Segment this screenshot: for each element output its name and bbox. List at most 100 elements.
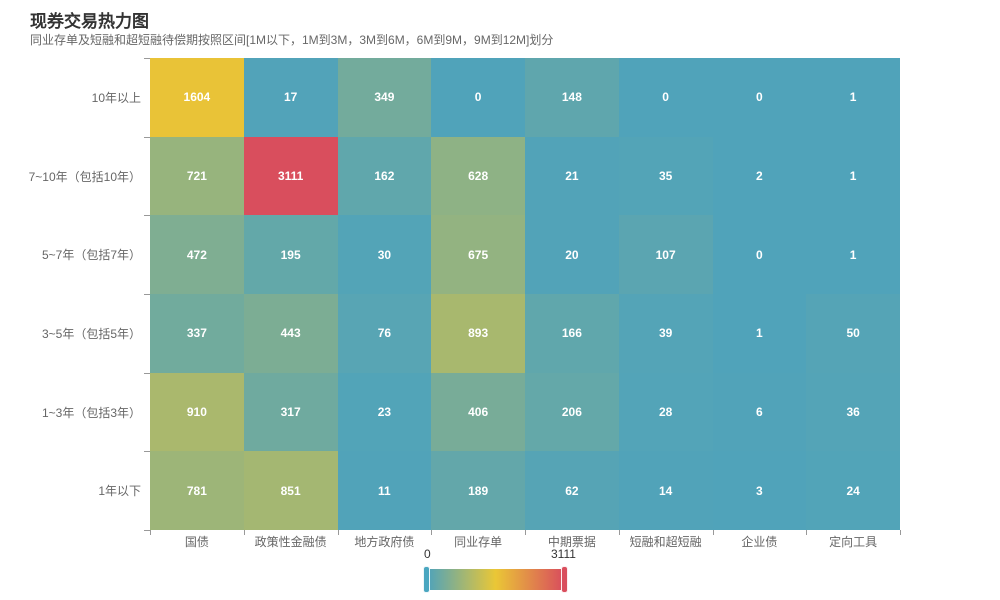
heatmap-cell[interactable]: 0 — [618, 58, 713, 137]
heatmap-cell[interactable]: 349 — [337, 58, 432, 137]
heatmap-cell[interactable]: 406 — [431, 372, 525, 452]
heatmap-cell[interactable]: 0 — [712, 58, 807, 137]
heatmap-cell[interactable]: 472 — [150, 215, 244, 294]
chart-title: 现券交易热力图 — [30, 12, 149, 31]
x-axis-tick — [525, 530, 526, 535]
x-axis-label: 企业债 — [741, 535, 778, 549]
visualmap-max-label: 3111 — [551, 547, 576, 561]
heatmap-cell-value: 0 — [474, 90, 482, 105]
heatmap-cell-value: 28 — [658, 404, 673, 419]
heatmap-cell-value: 851 — [280, 483, 301, 498]
heatmap-cell-value: 628 — [468, 168, 489, 183]
heatmap-cell-value: 11 — [378, 483, 391, 498]
heatmap-cell-value: 1 — [849, 168, 857, 183]
visualmap-gradient-bar[interactable] — [423, 566, 568, 593]
y-axis-label: 1~3年（包括3年） — [41, 405, 141, 420]
heatmap-cell[interactable]: 36 — [806, 372, 900, 452]
heatmap-cell[interactable]: 1 — [806, 136, 900, 216]
heatmap-cell[interactable]: 1 — [712, 293, 807, 373]
heatmap-cell[interactable]: 628 — [431, 136, 525, 216]
heatmap-cell-value: 675 — [468, 247, 489, 262]
heatmap-cell-value: 0 — [662, 90, 669, 105]
heatmap-cell[interactable]: 39 — [618, 293, 713, 373]
heatmap-cell-value: 39 — [658, 326, 673, 341]
heatmap-cell[interactable]: 6 — [712, 372, 807, 452]
heatmap-cell[interactable]: 206 — [525, 372, 619, 452]
y-axis-labels: 10年以上 7~10年（包括10年） 5~7年（包括7年） 3~5年（包括5年） 1~3… — [0, 58, 141, 530]
heatmap-cell[interactable]: 30 — [337, 215, 432, 294]
visualmap-min-label: 0 — [424, 547, 431, 561]
heatmap-cell-value: 3 — [756, 483, 763, 498]
heatmap-cell-value: 35 — [658, 168, 673, 183]
heatmap-cell-value: 62 — [565, 483, 579, 498]
heatmap-cell[interactable]: 189 — [431, 451, 525, 530]
x-axis-tick — [806, 530, 808, 535]
heatmap-cell[interactable]: 62 — [525, 451, 619, 530]
heatmap-cell[interactable]: 14 — [618, 451, 713, 530]
heatmap-cell[interactable]: 1 — [806, 58, 900, 137]
x-axis-tick — [243, 530, 245, 535]
heatmap-cell[interactable]: 107 — [618, 215, 713, 294]
heatmap-cell[interactable]: 162 — [337, 136, 432, 216]
heatmap-cell-value: 24 — [846, 483, 860, 498]
heatmap-cell[interactable]: 317 — [243, 372, 338, 452]
heatmap-cell[interactable]: 195 — [243, 215, 338, 294]
heatmap-cell[interactable]: 17 — [243, 58, 338, 137]
heatmap-cell-value: 20 — [565, 247, 579, 262]
heatmap-cell-value: 337 — [186, 326, 207, 341]
heatmap-cell-value: 3111 — [277, 168, 304, 183]
x-axis-label: 政策性金融债 — [254, 535, 327, 549]
heatmap-cell[interactable]: 166 — [525, 293, 619, 373]
heatmap-cell-value: 6 — [756, 404, 763, 419]
heatmap-cell-value: 721 — [186, 168, 207, 183]
visualmap-min-handle[interactable] — [423, 566, 430, 593]
visualmap-max-handle[interactable] — [561, 566, 568, 593]
heatmap-cell-value: 1604 — [183, 90, 211, 105]
heatmap-cell-value: 893 — [468, 326, 489, 341]
heatmap-cell[interactable]: 24 — [806, 451, 900, 530]
heatmap-cell-value: 406 — [468, 404, 489, 419]
heatmap-cell[interactable]: 1604 — [150, 58, 244, 137]
heatmap-cell[interactable]: 148 — [525, 58, 619, 137]
heatmap-cell[interactable]: 0 — [712, 215, 807, 294]
heatmap-cell[interactable]: 28 — [618, 372, 713, 452]
heatmap-cell[interactable]: 337 — [150, 293, 244, 373]
heatmap-cell[interactable]: 50 — [806, 293, 900, 373]
y-axis-tick — [144, 215, 150, 217]
heatmap-cell-value: 317 — [280, 404, 301, 419]
heatmap-cell[interactable]: 11 — [337, 451, 432, 530]
heatmap-cell-value: 0 — [756, 247, 763, 262]
heatmap-cell[interactable]: 76 — [337, 293, 432, 373]
y-axis-tick — [144, 58, 150, 59]
heatmap-cell-value: 36 — [846, 404, 860, 419]
heatmap-cell[interactable]: 20 — [525, 215, 619, 294]
heatmap-cell-value: 17 — [283, 90, 298, 105]
heatmap-cell-value: 0 — [756, 90, 763, 105]
heatmap-cell[interactable]: 21 — [525, 136, 619, 216]
heatmap-cell-value: 76 — [377, 326, 392, 341]
heatmap-cell[interactable]: 23 — [337, 372, 432, 452]
heatmap-cell[interactable]: 851 — [243, 451, 338, 530]
x-axis-tick — [712, 530, 714, 535]
y-axis-tick — [144, 136, 150, 138]
heatmap-cell[interactable]: 2 — [712, 136, 807, 216]
heatmap-cell[interactable]: 1 — [806, 215, 900, 294]
heatmap-cell-value: 50 — [846, 326, 860, 341]
x-axis-tick — [337, 530, 339, 535]
heatmap-cell[interactable]: 3111 — [243, 136, 338, 216]
x-axis-tick — [900, 530, 901, 535]
heatmap-cell[interactable]: 893 — [431, 293, 525, 373]
heatmap-cell[interactable]: 721 — [150, 136, 244, 216]
heatmap-cell[interactable]: 443 — [243, 293, 338, 373]
heatmap-cell[interactable]: 781 — [150, 451, 244, 530]
heatmap-cell-value: 1 — [756, 326, 763, 341]
heatmap-cell[interactable]: 3 — [712, 451, 807, 530]
heatmap-cell[interactable]: 35 — [618, 136, 713, 216]
heatmap-cell-value: 30 — [377, 247, 392, 262]
y-axis-tick — [144, 294, 150, 295]
heatmap-cell[interactable]: 675 — [431, 215, 525, 294]
heatmap-cell[interactable]: 910 — [150, 372, 244, 452]
heatmap-cell[interactable]: 0 — [431, 58, 525, 137]
heatmap-grid: 1604 17 349 0 148 0 0 1 721 3111 162 628 21 35 2 1 472 19… — [150, 58, 900, 530]
